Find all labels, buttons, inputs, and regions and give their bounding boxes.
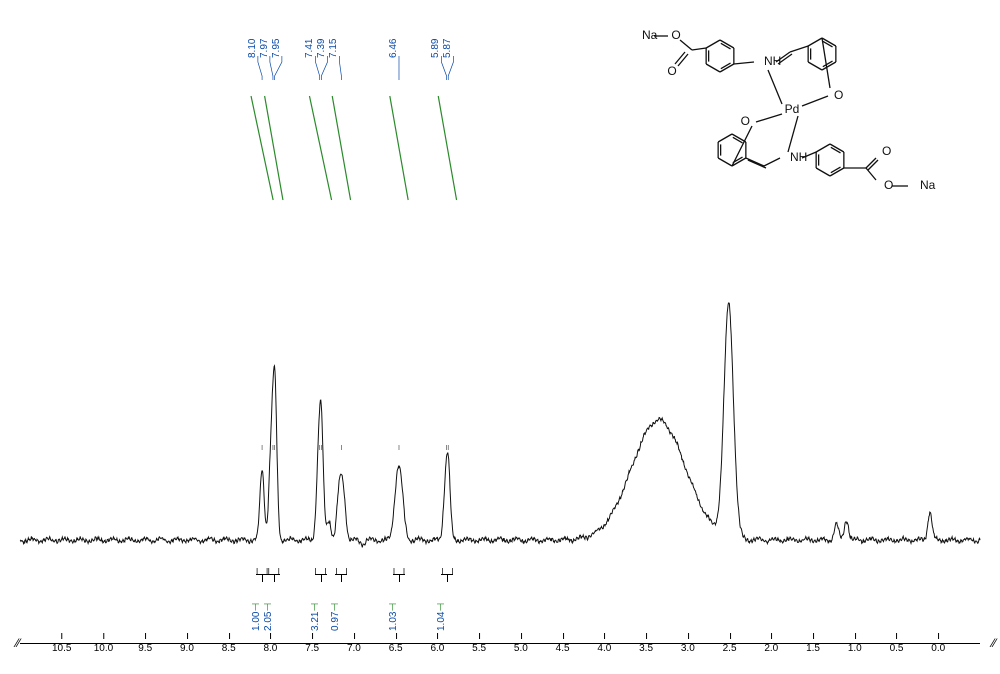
axis-tick: 8.0 <box>263 643 277 654</box>
axis-tick: 5.0 <box>514 643 528 654</box>
axis-tick: 7.0 <box>347 643 361 654</box>
axis-baseline <box>20 643 980 644</box>
nmr-figure: NaOONHOPdONHOONa 8.107.977.957.417.397.1… <box>0 0 1000 674</box>
axis-tick: 5.5 <box>472 643 486 654</box>
axis-tick: 0.5 <box>890 643 904 654</box>
axis-tick: 2.5 <box>723 643 737 654</box>
axis-tick: 3.5 <box>639 643 653 654</box>
axis-tick: 3.0 <box>681 643 695 654</box>
axis-tick: 10.0 <box>94 643 113 654</box>
axis-tick: 10.5 <box>52 643 71 654</box>
axis-tick: 6.5 <box>389 643 403 654</box>
x-axis: 10.5 10.0 9.5 9.0 8.5 8.0 7.5 7.0 6.5 6.0 5.5 5.0 4.… <box>0 0 1000 674</box>
axis-break-right: ⁄⁄ <box>992 636 996 650</box>
axis-tick: 1.0 <box>848 643 862 654</box>
axis-tick: 2.0 <box>764 643 778 654</box>
axis-tick: 0.0 <box>931 643 945 654</box>
axis-tick: 4.0 <box>597 643 611 654</box>
axis-tick: 7.5 <box>305 643 319 654</box>
axis-tick: 1.5 <box>806 643 820 654</box>
axis-tick: 6.0 <box>430 643 444 654</box>
axis-tick: 4.5 <box>556 643 570 654</box>
axis-tick: 8.5 <box>222 643 236 654</box>
axis-tick: 9.0 <box>180 643 194 654</box>
axis-tick: 9.5 <box>138 643 152 654</box>
axis-break-left: ⁄⁄ <box>16 636 20 650</box>
